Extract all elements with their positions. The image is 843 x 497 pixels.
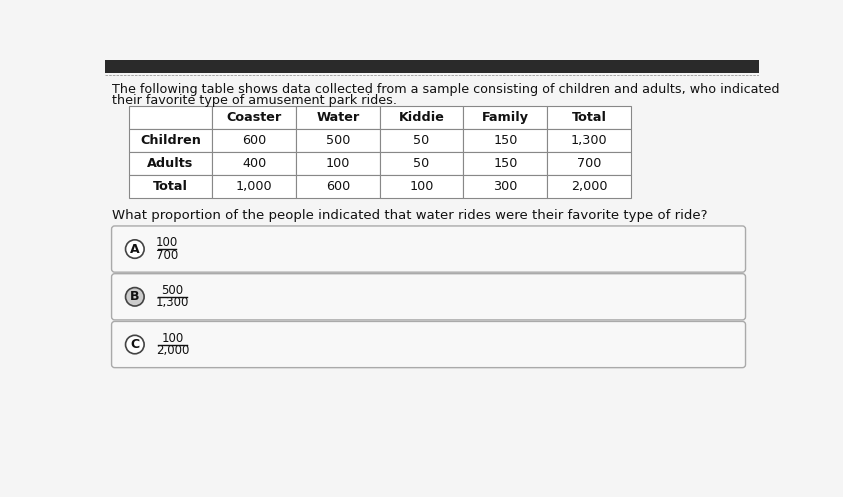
Bar bbox=[296, 175, 379, 198]
Text: 700: 700 bbox=[156, 248, 178, 262]
Text: 100: 100 bbox=[156, 237, 178, 249]
Text: 100: 100 bbox=[410, 180, 434, 193]
FancyBboxPatch shape bbox=[111, 274, 745, 320]
Bar bbox=[547, 152, 631, 175]
Bar bbox=[547, 175, 631, 198]
Bar bbox=[212, 152, 296, 175]
Text: 150: 150 bbox=[493, 157, 518, 170]
Bar bbox=[129, 106, 212, 129]
Text: 50: 50 bbox=[413, 157, 430, 170]
Text: B: B bbox=[130, 290, 140, 303]
Bar bbox=[379, 129, 464, 152]
Text: 2,000: 2,000 bbox=[571, 180, 607, 193]
Text: Total: Total bbox=[153, 180, 188, 193]
Bar bbox=[212, 129, 296, 152]
Text: 500: 500 bbox=[325, 134, 350, 147]
Text: 2,000: 2,000 bbox=[156, 344, 189, 357]
Text: The following table shows data collected from a sample consisting of children an: The following table shows data collected… bbox=[111, 83, 779, 96]
Text: What proportion of the people indicated that water rides were their favorite typ: What proportion of the people indicated … bbox=[111, 209, 707, 222]
Bar bbox=[464, 175, 547, 198]
Text: 1,000: 1,000 bbox=[236, 180, 272, 193]
Bar bbox=[296, 152, 379, 175]
Bar bbox=[464, 129, 547, 152]
Bar bbox=[464, 152, 547, 175]
Bar bbox=[129, 175, 212, 198]
Bar bbox=[464, 106, 547, 129]
Bar bbox=[129, 129, 212, 152]
Text: 400: 400 bbox=[242, 157, 266, 170]
Text: 600: 600 bbox=[325, 180, 350, 193]
Bar bbox=[379, 106, 464, 129]
Circle shape bbox=[126, 240, 144, 258]
Text: 1,300: 1,300 bbox=[571, 134, 607, 147]
Bar bbox=[547, 129, 631, 152]
Text: Kiddie: Kiddie bbox=[399, 111, 444, 124]
Text: 300: 300 bbox=[493, 180, 518, 193]
Circle shape bbox=[126, 335, 144, 354]
Bar bbox=[105, 60, 759, 74]
Text: 500: 500 bbox=[161, 284, 184, 297]
Text: Family: Family bbox=[482, 111, 529, 124]
Text: A: A bbox=[130, 243, 140, 255]
Bar bbox=[379, 152, 464, 175]
Bar bbox=[296, 129, 379, 152]
Circle shape bbox=[126, 288, 144, 306]
Text: Total: Total bbox=[572, 111, 606, 124]
Bar bbox=[547, 106, 631, 129]
Text: Children: Children bbox=[140, 134, 201, 147]
FancyBboxPatch shape bbox=[111, 226, 745, 272]
Text: C: C bbox=[131, 338, 139, 351]
Text: 600: 600 bbox=[242, 134, 266, 147]
Bar bbox=[379, 175, 464, 198]
Text: 700: 700 bbox=[577, 157, 601, 170]
Text: 50: 50 bbox=[413, 134, 430, 147]
Text: their favorite type of amusement park rides.: their favorite type of amusement park ri… bbox=[111, 93, 396, 106]
Bar bbox=[129, 152, 212, 175]
Text: 100: 100 bbox=[161, 332, 184, 345]
Text: Coaster: Coaster bbox=[227, 111, 282, 124]
Text: 150: 150 bbox=[493, 134, 518, 147]
Bar bbox=[212, 106, 296, 129]
Bar bbox=[212, 175, 296, 198]
Text: 100: 100 bbox=[325, 157, 350, 170]
Bar bbox=[296, 106, 379, 129]
Text: Adults: Adults bbox=[148, 157, 194, 170]
Text: 1,300: 1,300 bbox=[156, 296, 189, 310]
FancyBboxPatch shape bbox=[111, 322, 745, 368]
Text: Water: Water bbox=[316, 111, 359, 124]
